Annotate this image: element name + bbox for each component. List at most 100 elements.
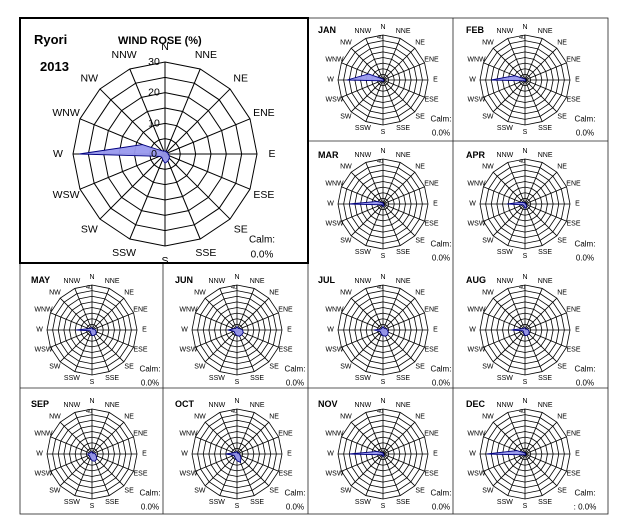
spoke-se — [382, 329, 416, 363]
direction-label-nw: NW — [482, 163, 494, 170]
direction-label-ene: ENE — [566, 306, 581, 313]
direction-label-wnw: WNW — [325, 56, 344, 63]
spoke-nnw — [74, 412, 93, 455]
month-label: FEB — [466, 25, 485, 35]
radial-tick-label: 40 — [519, 285, 525, 291]
direction-label-wnw: WNW — [467, 306, 486, 313]
direction-label-ssw: SSW — [355, 375, 371, 382]
month-label: MAR — [318, 150, 339, 160]
spoke-ese — [524, 79, 567, 98]
direction-label-sw: SW — [482, 238, 494, 245]
spoke-nne — [236, 288, 255, 331]
annual-panel-border — [19, 17, 309, 264]
spoke-sw — [492, 453, 526, 487]
direction-label-n: N — [161, 41, 169, 53]
spoke-nne — [524, 162, 543, 205]
wind-frequency-polygon — [506, 201, 528, 210]
month-label: JAN — [318, 25, 336, 35]
spoke-nw — [350, 171, 384, 205]
direction-label-se: SE — [415, 114, 425, 121]
direction-label-sw: SW — [482, 364, 494, 371]
direction-label-wsw: WSW — [326, 97, 344, 104]
spoke-ne — [524, 47, 558, 81]
direction-label-e: E — [287, 451, 292, 458]
direction-label-ne: NE — [415, 413, 425, 420]
spoke-nw — [492, 297, 526, 331]
direction-label-ene: ENE — [566, 56, 581, 63]
direction-label-n: N — [380, 148, 385, 155]
spoke-nnw — [219, 412, 238, 455]
ring-grid — [72, 61, 258, 247]
direction-label-wsw: WSW — [326, 471, 344, 478]
radial-tick-label: 40 — [86, 285, 92, 291]
direction-label-n: N — [522, 274, 527, 281]
direction-label-nne: NNE — [250, 402, 265, 409]
direction-label-n: N — [380, 398, 385, 405]
spoke-se — [524, 203, 558, 237]
spoke-wsw — [483, 329, 526, 348]
spoke-sw — [492, 203, 526, 237]
direction-label-w: W — [36, 327, 43, 334]
radial-tick-label: 40 — [86, 409, 92, 415]
spoke-sw — [492, 329, 526, 363]
direction-label-w: W — [36, 451, 43, 458]
spoke-ese — [382, 453, 425, 472]
direction-label-ese: ESE — [424, 97, 438, 104]
radial-tick-label: 10 — [148, 117, 160, 129]
direction-label-w: W — [327, 451, 334, 458]
direction-label-ese: ESE — [566, 221, 580, 228]
direction-label-ene: ENE — [133, 430, 148, 437]
direction-label-w: W — [469, 451, 476, 458]
direction-label-sw: SW — [81, 224, 98, 236]
direction-label-nw: NW — [49, 289, 61, 296]
ring-grid — [191, 284, 283, 376]
direction-label-sse: SSE — [250, 375, 264, 382]
direction-label-s: S — [235, 379, 240, 386]
spoke-ne — [236, 421, 270, 455]
annual-wind-rose: N NNE NE ENE E ESE SE SSE S SSW SW WSW W WNW NW NNW 0 10 2… — [19, 17, 309, 267]
spoke-ne — [382, 47, 416, 81]
month-label: OCT — [175, 399, 195, 409]
calm-value: 0.0% — [286, 503, 304, 512]
radial-tick-label: 40 — [231, 409, 237, 415]
radial-tick-label: 0 — [151, 148, 157, 160]
direction-label-e: E — [433, 327, 438, 334]
direction-label-nne: NNE — [538, 278, 553, 285]
calm-value: 0.0% — [141, 379, 159, 388]
spoke-ene — [382, 186, 425, 205]
direction-label-nnw: NNW — [64, 278, 81, 285]
radial-tick-label: 30 — [148, 56, 160, 68]
direction-label-s: S — [381, 379, 386, 386]
spoke-wnw — [341, 312, 384, 331]
calm-label: Calm: — [431, 240, 452, 249]
spoke-ese — [524, 203, 567, 222]
spoke-nw — [99, 88, 166, 155]
direction-label-ene: ENE — [566, 180, 581, 187]
direction-label-sse: SSE — [538, 375, 552, 382]
spoke-nw — [59, 297, 93, 331]
wind-frequency-polygon — [79, 144, 170, 164]
direction-label-wnw: WNW — [179, 430, 198, 437]
spoke-nw — [492, 171, 526, 205]
radial-tick-label: 40 — [377, 409, 383, 415]
outer-frame — [19, 17, 609, 515]
direction-label-ssw: SSW — [355, 125, 371, 132]
spoke-sw — [59, 329, 93, 363]
spoke-nw — [59, 421, 93, 455]
spoke-wnw — [483, 186, 526, 205]
spoke-ese — [236, 453, 279, 472]
direction-label-ene: ENE — [424, 180, 439, 187]
direction-label-e: E — [575, 451, 580, 458]
direction-label-sw: SW — [340, 488, 352, 495]
direction-label-ese: ESE — [253, 189, 274, 201]
direction-label-ene: ENE — [424, 306, 439, 313]
direction-label-ssw: SSW — [355, 499, 371, 506]
spoke-nw — [204, 297, 238, 331]
spoke-nne — [382, 412, 401, 455]
direction-label-ssw: SSW — [497, 375, 513, 382]
direction-label-ese: ESE — [424, 347, 438, 354]
direction-label-w: W — [181, 451, 188, 458]
